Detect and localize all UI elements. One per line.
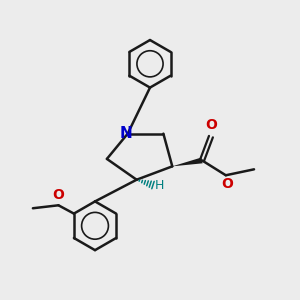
Text: O: O (221, 177, 233, 191)
Text: O: O (206, 118, 218, 132)
Polygon shape (172, 158, 202, 166)
Text: O: O (52, 188, 64, 202)
Text: H: H (155, 179, 164, 192)
Text: N: N (119, 126, 132, 141)
